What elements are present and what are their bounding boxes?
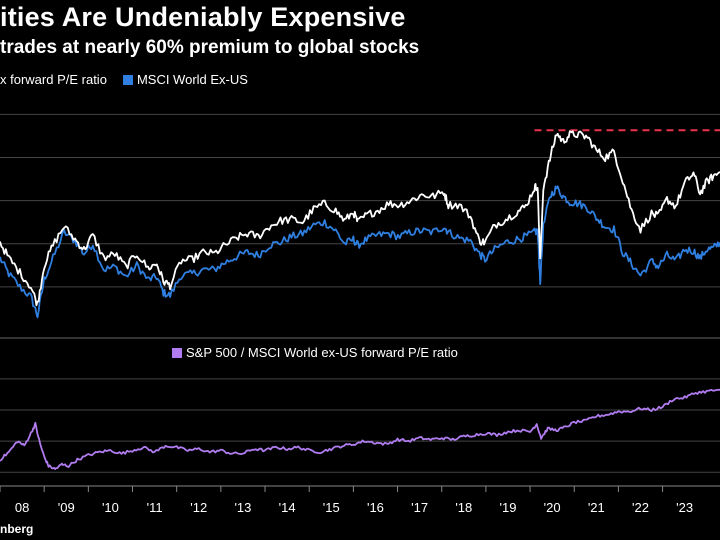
legend-swatch-purple-series	[172, 347, 182, 358]
x-tick-label: '18	[455, 500, 472, 515]
x-tick-label: '13	[234, 500, 251, 515]
x-tick-label: '23	[676, 500, 693, 515]
x-tick-label: '14	[279, 500, 296, 515]
legend-label-white-series: x forward P/E ratio	[0, 72, 107, 87]
source-note: nberg	[0, 522, 34, 536]
chart-subtitle: trades at nearly 60% premium to global s…	[0, 37, 420, 58]
x-tick-label: '17	[411, 500, 428, 515]
x-tick-label: '10	[102, 500, 119, 515]
x-tick-label: '19	[499, 500, 516, 515]
x-tick-label: '16	[367, 500, 384, 515]
legend-swatch-blue-series	[122, 74, 133, 85]
series-line-forward-pe	[0, 130, 720, 307]
top-legend: x forward P/E ratio MSCI World Ex-US	[0, 72, 248, 87]
x-tick-label: '15	[323, 500, 340, 515]
x-tick-label: 08	[15, 500, 29, 515]
x-tick-label: '21	[588, 500, 605, 515]
x-tick-label: '09	[58, 500, 75, 515]
series-line-pe-ratio	[0, 388, 720, 470]
x-tick-label: '11	[147, 500, 163, 515]
chart-title: ities Are Undeniably Expensive	[0, 2, 406, 32]
legend-label-blue-series: MSCI World Ex-US	[136, 72, 248, 87]
legend-label-purple-series: S&P 500 / MSCI World ex-US forward P/E r…	[186, 345, 458, 360]
bottom-legend: S&P 500 / MSCI World ex-US forward P/E r…	[172, 345, 458, 360]
x-tick-label: '12	[190, 500, 207, 515]
x-tick-label: '22	[632, 500, 649, 515]
series-line-msci-world-ex-us	[0, 185, 720, 319]
x-tick-label: '20	[544, 500, 561, 515]
